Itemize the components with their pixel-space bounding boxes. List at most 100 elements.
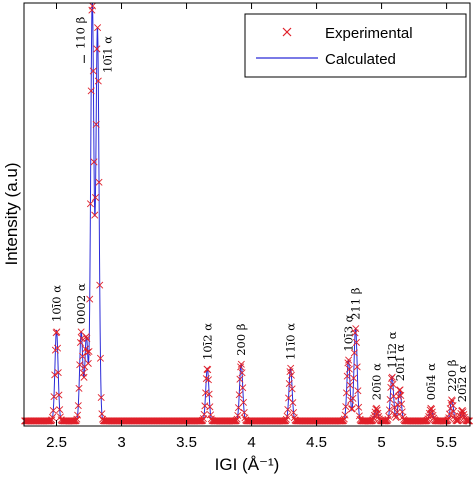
peak-label: 220 β — [445, 359, 459, 392]
experimental-point — [349, 394, 357, 402]
x-tick-label: 4 — [247, 434, 255, 451]
experimental-point — [458, 406, 466, 414]
experimental-point — [396, 386, 404, 394]
experimental-point — [46, 417, 54, 425]
experimental-point — [236, 375, 244, 383]
experimental-point — [345, 356, 353, 364]
experimental-point — [50, 393, 58, 401]
experimental-point — [372, 404, 381, 412]
experimental-point — [354, 387, 362, 395]
experimental-point — [234, 411, 242, 419]
peak-label: 200 β — [234, 323, 248, 356]
peak-label: 0002 α — [74, 283, 88, 324]
experimental-point — [204, 366, 212, 374]
experimental-point — [428, 405, 436, 413]
experimental-point — [385, 406, 393, 414]
experimental-point — [49, 407, 57, 415]
experimental-point — [51, 371, 59, 379]
experimental-point — [54, 369, 62, 377]
experimental-point — [352, 325, 360, 333]
experimental-point — [449, 401, 457, 409]
experimental-point — [199, 416, 207, 424]
experimental-point — [345, 365, 353, 373]
experimental-point — [390, 392, 398, 400]
experimental-point — [340, 416, 348, 424]
experimental-point — [285, 380, 293, 388]
experimental-point — [284, 405, 292, 414]
peak-label: 00ī4 α — [424, 363, 438, 400]
plot-frame — [23, 2, 471, 427]
experimental-point — [341, 411, 349, 419]
experimental-point — [369, 416, 377, 424]
experimental-point — [463, 417, 471, 425]
experimental-point — [76, 338, 84, 346]
experimental-point — [355, 403, 363, 411]
legend: Experimental Calculated — [244, 13, 467, 78]
peak-label: 10ī2 α — [200, 323, 214, 360]
experimental-point — [239, 384, 247, 392]
experimental-point — [352, 338, 361, 346]
legend-box — [244, 13, 467, 78]
experimental-series — [21, 2, 473, 425]
experimental-point — [82, 333, 90, 341]
experimental-point — [206, 403, 214, 411]
experimental-point — [342, 389, 350, 397]
peak-label: 10ī3 α — [341, 314, 355, 351]
x-axis-label: IGI (Å⁻¹) — [215, 455, 280, 474]
peak-labels: 10ī0 α 0002 α 110 β 10ī1 α 10ī2 α 200 β 11ī0 α… — [50, 16, 470, 402]
experimental-point — [76, 361, 84, 369]
experimental-point — [94, 24, 102, 32]
experimental-point — [239, 398, 248, 406]
experimental-point — [238, 369, 246, 377]
experimental-point — [204, 376, 212, 384]
experimental-point — [199, 415, 207, 423]
experimental-point — [460, 410, 468, 419]
experimental-point — [205, 390, 213, 398]
experimental-point — [75, 384, 83, 392]
x-tick-label: 2.5 — [46, 434, 67, 451]
experimental-point — [459, 408, 467, 416]
experimental-point — [85, 348, 93, 356]
experimental-point — [69, 417, 77, 425]
legend-experimental-marker — [282, 27, 292, 37]
experimental-point — [465, 417, 473, 425]
experimental-point — [283, 412, 291, 420]
experimental-point — [344, 359, 352, 367]
experimental-point — [72, 416, 80, 424]
x-tick-label: 4.5 — [306, 434, 327, 451]
experimental-point — [80, 373, 88, 381]
experimental-point — [87, 87, 95, 95]
experimental-point — [95, 178, 103, 186]
experimental-point — [287, 364, 295, 372]
experimental-point — [389, 380, 397, 388]
experimental-point — [237, 360, 245, 368]
experimental-point — [96, 281, 104, 289]
experimental-point — [96, 354, 104, 362]
experimental-point — [56, 406, 64, 414]
experimental-point — [91, 193, 99, 202]
experimental-point — [346, 381, 354, 389]
experimental-point — [397, 392, 405, 400]
experimental-point — [237, 363, 245, 371]
peak-label: 20ī2 α — [455, 365, 469, 402]
experimental-point — [91, 211, 99, 219]
experimental-point — [387, 383, 395, 391]
experimental-point — [83, 335, 91, 343]
experimental-point — [74, 411, 82, 419]
legend-calculated-label: Calculated — [325, 51, 396, 68]
experimental-point — [89, 67, 97, 75]
experimental-point — [94, 77, 102, 85]
experimental-point — [353, 363, 361, 371]
experimental-point — [343, 372, 351, 380]
x-tick-label: 3 — [117, 434, 125, 451]
x-tick-label: 3.5 — [176, 434, 197, 451]
peak-label: 20ī1 α — [393, 344, 407, 381]
experimental-point — [351, 329, 359, 337]
x-axis-ticks: 2.5 3 3.5 4 4.5 5 5.5 — [46, 3, 457, 451]
experimental-point — [97, 393, 105, 402]
experimental-point — [81, 345, 89, 353]
experimental-point — [84, 359, 92, 367]
x-tick-label: 5.5 — [436, 434, 457, 451]
experimental-point — [395, 392, 403, 400]
